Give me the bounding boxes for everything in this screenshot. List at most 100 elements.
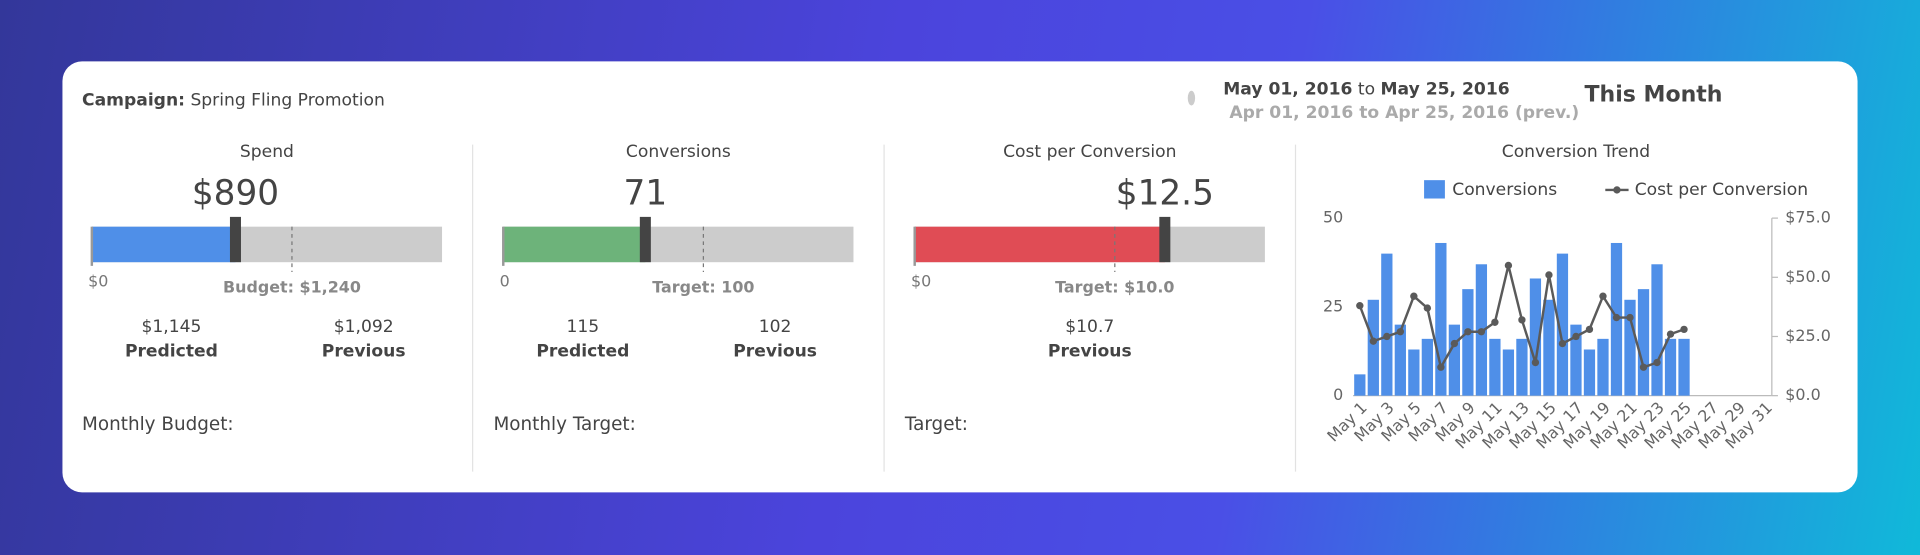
period[interactable]: This Month xyxy=(1584,83,1722,108)
gauge-value: $890 xyxy=(192,173,279,213)
bar xyxy=(1394,324,1406,396)
bar xyxy=(1381,253,1393,396)
line-point xyxy=(1680,325,1688,334)
bar xyxy=(1502,349,1515,396)
line-point xyxy=(1450,339,1459,348)
line-point xyxy=(1626,313,1634,322)
gauge-footer: Target: xyxy=(904,414,968,435)
stat-value: 115 xyxy=(567,317,600,337)
bar xyxy=(1529,278,1542,396)
line-point xyxy=(1437,363,1445,371)
bar xyxy=(1435,242,1447,396)
line-point xyxy=(1491,318,1499,326)
stat-value: $1,092 xyxy=(334,317,394,337)
legend-swatch-dot xyxy=(1613,186,1621,194)
bar xyxy=(1556,253,1569,396)
gauge-tick-label: $0 xyxy=(911,271,931,290)
date-end: May 25, 2016 xyxy=(1381,80,1510,100)
line-point xyxy=(1464,328,1472,336)
stat-value: $10.7 xyxy=(1065,317,1114,337)
line-point xyxy=(1518,316,1526,324)
stat-label: Predicted xyxy=(536,342,629,362)
stat-label: Previous xyxy=(733,342,817,362)
gauge-title: Cost per Conversion xyxy=(1003,142,1176,162)
line-point xyxy=(1369,337,1377,345)
bar xyxy=(1462,289,1474,396)
y-tick-label: 50 xyxy=(1323,208,1343,227)
y2-tick-label: $50.0 xyxy=(1785,267,1831,286)
line-point xyxy=(1504,261,1513,270)
bar xyxy=(1597,338,1609,396)
line-point xyxy=(1639,363,1648,371)
stat-value: $1,145 xyxy=(141,317,201,337)
stat-label: Predicted xyxy=(125,342,218,362)
bar xyxy=(1651,264,1663,396)
bar xyxy=(1664,338,1677,396)
date-range[interactable]: May 01, 2016 to May 25, 2016 xyxy=(1223,80,1509,100)
bar xyxy=(1637,289,1650,396)
line-point xyxy=(1383,332,1391,341)
gauge-title: Conversions xyxy=(626,142,731,162)
date-start: May 01, 2016 xyxy=(1223,80,1352,100)
line-point xyxy=(1599,292,1607,300)
gauge-target-label: Budget: $1,240 xyxy=(223,277,361,296)
gauge-value: $12.5 xyxy=(1116,173,1214,213)
line-point xyxy=(1585,325,1594,334)
line-point xyxy=(1356,302,1364,310)
date-to: to xyxy=(1358,80,1375,100)
legend-label: Cost per Conversion xyxy=(1635,180,1808,200)
campaign: Campaign: Spring Fling Promotion xyxy=(82,91,385,111)
date-picker-icon[interactable] xyxy=(1187,90,1196,106)
y2-tick-label: $75.0 xyxy=(1785,208,1831,227)
line-point xyxy=(1396,328,1405,336)
y-tick-label: 25 xyxy=(1323,296,1343,315)
campaign-label: Campaign: xyxy=(82,91,185,111)
gauge-title: Spend xyxy=(240,142,294,162)
line-point xyxy=(1477,328,1486,336)
line-point xyxy=(1423,304,1432,312)
gauge-bar xyxy=(503,226,646,263)
y2-tick-label: $25.0 xyxy=(1785,326,1831,345)
stat-label: Previous xyxy=(1048,342,1132,362)
legend-swatch xyxy=(1424,180,1445,199)
gauge-tick-label: $0 xyxy=(88,271,108,290)
bar xyxy=(1354,374,1366,396)
line-point xyxy=(1653,358,1661,367)
line-point xyxy=(1666,330,1675,338)
legend-label: Conversions xyxy=(1452,180,1557,200)
line-point xyxy=(1545,271,1553,279)
bar xyxy=(1516,338,1528,396)
gauge-bar xyxy=(914,226,1165,263)
gauge-bar xyxy=(91,226,236,263)
bar xyxy=(1448,324,1461,396)
line-point xyxy=(1612,313,1621,322)
gauge-footer: Monthly Target: xyxy=(493,414,635,435)
bar xyxy=(1421,338,1433,396)
line-point xyxy=(1410,292,1418,300)
chart-title: Conversion Trend xyxy=(1502,142,1650,162)
campaign-name: Spring Fling Promotion xyxy=(190,91,384,111)
bar xyxy=(1624,299,1636,396)
bar xyxy=(1543,299,1555,396)
gauge-target-label: Target: 100 xyxy=(652,277,754,296)
stat-label: Previous xyxy=(322,342,406,362)
bar xyxy=(1583,349,1596,396)
bar xyxy=(1489,338,1501,396)
line-point xyxy=(1531,358,1540,367)
bar xyxy=(1367,299,1379,396)
gauge-pointer xyxy=(1159,216,1171,263)
gauge-target-label: Target: $10.0 xyxy=(1055,277,1174,296)
bar xyxy=(1570,324,1582,396)
stat-value: 102 xyxy=(759,317,792,337)
y2-tick-label: $0.0 xyxy=(1785,385,1820,404)
gauge-value: 71 xyxy=(624,173,668,213)
line-point xyxy=(1558,339,1567,348)
bar xyxy=(1678,338,1690,396)
y-tick-label: 0 xyxy=(1333,385,1343,404)
previous-range: Apr 01, 2016 to Apr 25, 2016 (prev.) xyxy=(1229,103,1579,123)
gauge-pointer xyxy=(229,216,241,263)
line-point xyxy=(1572,332,1580,341)
gauge-tick-label: 0 xyxy=(500,271,510,290)
